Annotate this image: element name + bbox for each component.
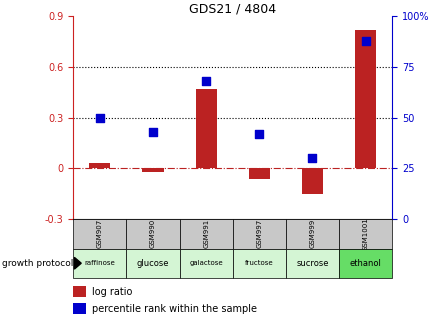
Text: galactose: galactose	[189, 260, 222, 266]
Polygon shape	[74, 257, 81, 269]
Bar	[285, 249, 338, 278]
Bar	[179, 219, 232, 249]
Bar	[338, 219, 391, 249]
Bar	[73, 249, 126, 278]
Point	[255, 131, 262, 137]
Bar	[285, 219, 338, 249]
Point	[361, 38, 368, 43]
Text: sucrose: sucrose	[295, 259, 328, 268]
Text: GSM997: GSM997	[256, 219, 262, 249]
Bar	[89, 163, 110, 168]
Point	[202, 78, 209, 84]
Bar	[179, 249, 232, 278]
Bar	[195, 89, 216, 168]
Bar	[73, 286, 86, 297]
Bar	[126, 219, 179, 249]
Bar	[126, 249, 179, 278]
Bar	[248, 168, 269, 179]
Bar	[73, 219, 126, 249]
Text: percentile rank within the sample: percentile rank within the sample	[92, 304, 257, 314]
Title: GDS21 / 4804: GDS21 / 4804	[189, 2, 276, 15]
Text: ethanol: ethanol	[349, 259, 381, 268]
Text: growth protocol: growth protocol	[2, 259, 73, 268]
Bar	[354, 30, 375, 168]
Text: log ratio: log ratio	[92, 287, 132, 297]
Bar	[232, 249, 285, 278]
Bar	[142, 168, 163, 172]
Text: raffinose: raffinose	[84, 260, 115, 266]
Text: GSM1001: GSM1001	[362, 217, 368, 251]
Text: fructose: fructose	[244, 260, 273, 266]
Text: GSM999: GSM999	[309, 219, 315, 249]
Point	[308, 156, 315, 161]
Bar	[73, 303, 86, 314]
Text: GSM990: GSM990	[150, 219, 156, 249]
Point	[149, 129, 156, 134]
Text: GSM907: GSM907	[97, 219, 103, 249]
Bar	[338, 249, 391, 278]
Point	[96, 115, 103, 120]
Text: glucose: glucose	[136, 259, 169, 268]
Bar	[232, 219, 285, 249]
Bar	[301, 168, 322, 194]
Text: GSM991: GSM991	[203, 219, 209, 249]
